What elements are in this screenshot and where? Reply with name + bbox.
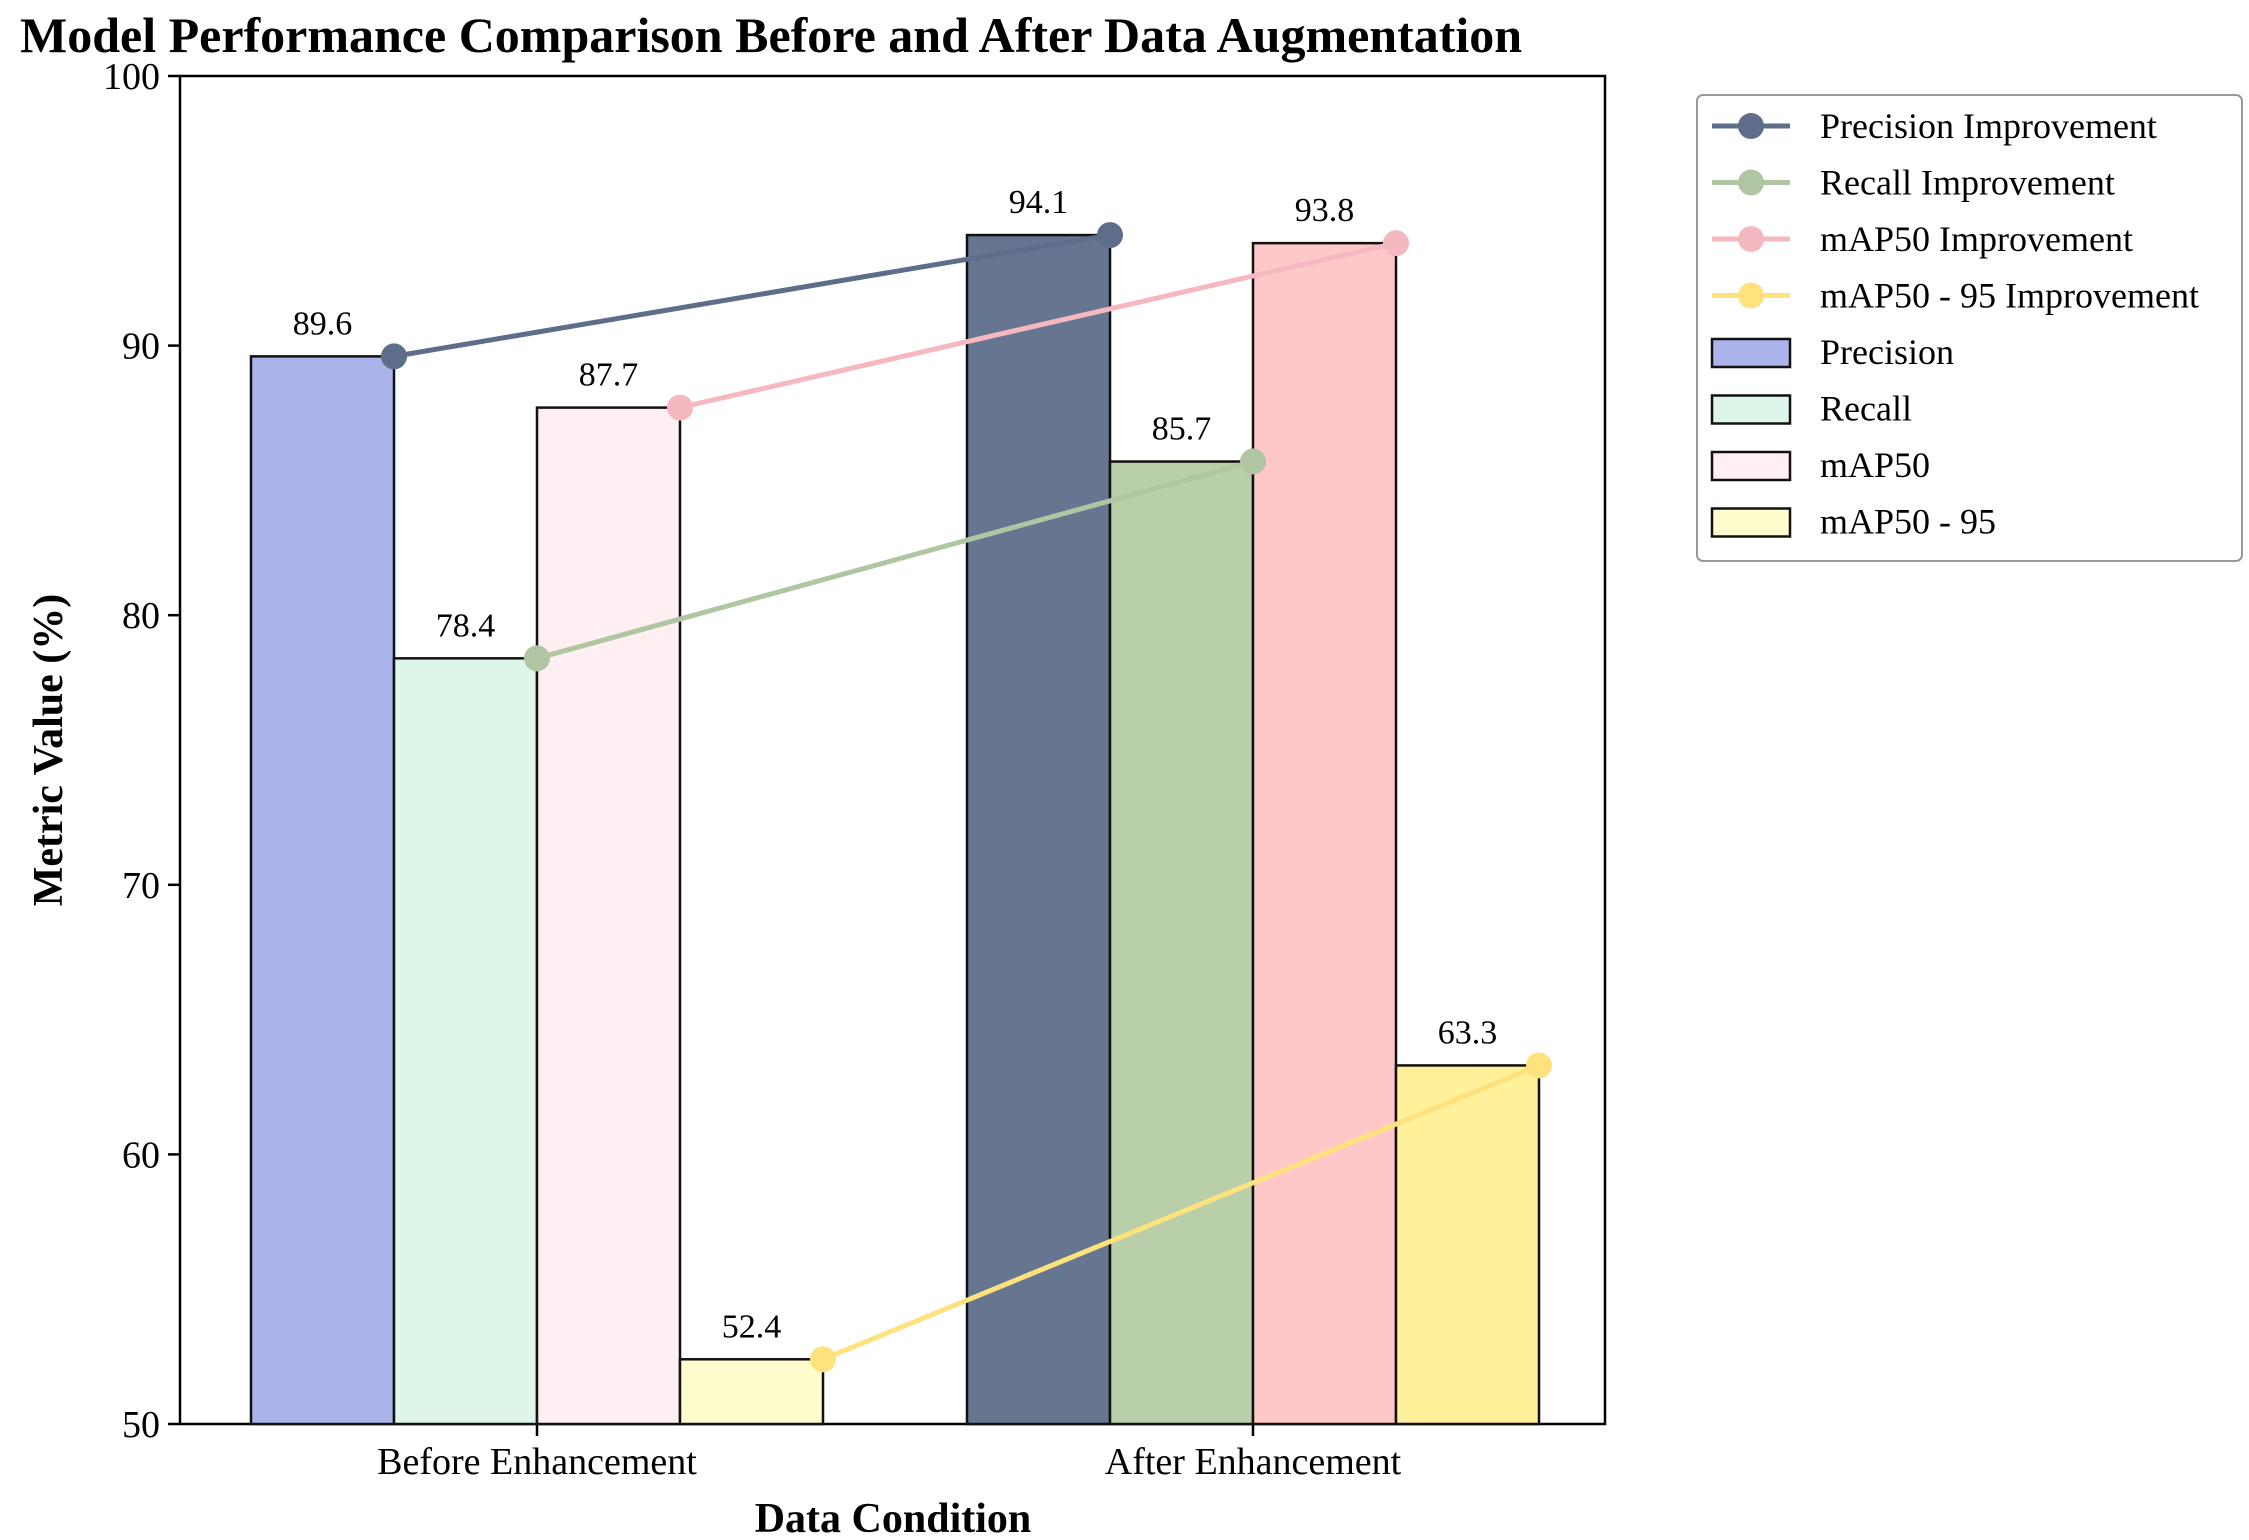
legend-label: mAP50 Improvement — [1820, 219, 2133, 259]
bar-precision-before-enhancement — [249, 355, 396, 1426]
legend-label: Recall Improvement — [1820, 163, 2115, 203]
legend-entry-precision: Precision — [1710, 332, 1954, 372]
chart-title: Model Performance Comparison Before and … — [20, 7, 1522, 63]
line-map50-improvement — [679, 240, 1397, 411]
data-label-precision-before-enhancement: 89.6 — [293, 305, 353, 342]
line-map50-95-improvement — [822, 1063, 1540, 1362]
marker-map50-95-improvement-after-enhancement — [1526, 1052, 1552, 1079]
legend-label: Recall — [1820, 389, 1912, 429]
legend-entry-map50-95-improvement: mAP50 - 95 Improvement — [1712, 276, 2199, 316]
line-precision-improvement — [393, 232, 1111, 359]
legend-marker-swatch — [1738, 169, 1764, 196]
legend-label: mAP50 - 95 — [1820, 502, 1996, 542]
plot-area-frame — [178, 74, 1607, 1426]
legend-bar-swatch — [1710, 337, 1792, 369]
y-tick-label: 50 — [122, 1404, 160, 1446]
legend-marker-swatch — [1738, 226, 1764, 252]
x-axis-label: Data Condition — [755, 1496, 1032, 1540]
legend-label: mAP50 — [1820, 445, 1930, 485]
y-tick-label: 70 — [122, 865, 160, 907]
data-label-recall-before-enhancement: 78.4 — [436, 607, 496, 644]
data-label-map50-after-enhancement: 93.8 — [1295, 192, 1355, 229]
marker-precision-improvement-after-enhancement — [1097, 222, 1123, 249]
legend-bar-swatch — [1710, 507, 1792, 538]
legend-entry-map50-95: mAP50 - 95 — [1710, 502, 1996, 542]
improvement-lines-group — [381, 222, 1552, 1373]
bar-map50-after-enhancement — [1251, 241, 1398, 1426]
data-label-map50-95-after-enhancement: 63.3 — [1438, 1014, 1498, 1051]
marker-recall-improvement-before-enhancement — [524, 645, 550, 672]
legend-entry-recall-improvement: Recall Improvement — [1712, 163, 2115, 203]
y-tick-label: 100 — [103, 56, 160, 98]
marker-map50-improvement-after-enhancement — [1383, 230, 1409, 257]
y-tick-label: 80 — [122, 595, 160, 637]
y-axis: 50 60 70 80 90 100 — [103, 56, 180, 1446]
legend-frame — [1696, 94, 2243, 562]
legend-label: Precision Improvement — [1820, 106, 2157, 146]
data-label-map50-95-before-enhancement: 52.4 — [722, 1308, 782, 1345]
legend: Precision Improvement Recall Improvement m… — [1696, 94, 2243, 562]
data-label-recall-after-enhancement: 85.7 — [1152, 411, 1212, 448]
data-label-map50-before-enhancement: 87.7 — [579, 357, 639, 394]
y-tick-label: 60 — [122, 1134, 160, 1176]
marker-map50-improvement-before-enhancement — [667, 394, 693, 421]
legend-entry-precision-improvement: Precision Improvement — [1712, 106, 2157, 146]
data-labels-group: 89.6 94.1 78.4 85.7 87.7 93.8 52.4 63.3 — [293, 184, 1498, 1345]
legend-marker-swatch — [1738, 282, 1764, 309]
x-tick-label-before-enhancement: Before Enhancement — [377, 1441, 697, 1483]
bar-map50-before-enhancement — [535, 406, 682, 1426]
legend-label: mAP50 - 95 Improvement — [1820, 276, 2199, 316]
data-label-precision-after-enhancement: 94.1 — [1009, 184, 1069, 221]
line-recall-improvement — [536, 459, 1254, 661]
legend-entry-map50-improvement: mAP50 Improvement — [1712, 219, 2133, 259]
legend-marker-swatch — [1738, 113, 1764, 139]
bar-recall-before-enhancement — [392, 657, 539, 1426]
legend-bar-swatch — [1710, 394, 1792, 425]
bar-map50-95-before-enhancement — [678, 1358, 825, 1426]
marker-recall-improvement-after-enhancement — [1240, 448, 1266, 475]
legend-entry-recall: Recall — [1710, 389, 1912, 429]
legend-label: Precision — [1820, 332, 1954, 372]
marker-precision-improvement-before-enhancement — [381, 343, 407, 370]
bar-map50-95-after-enhancement — [1394, 1064, 1541, 1426]
x-axis: Before Enhancement After Enhancement — [377, 1424, 1402, 1483]
bar-recall-after-enhancement — [1108, 460, 1255, 1426]
legend-entry-map50: mAP50 — [1710, 445, 1930, 485]
y-axis-label: Metric Value (%) — [26, 594, 72, 907]
y-tick-label: 90 — [122, 326, 160, 368]
bar-precision-after-enhancement — [965, 233, 1112, 1426]
legend-bar-swatch — [1710, 450, 1792, 482]
bars-group — [249, 233, 1541, 1426]
x-tick-label-after-enhancement: After Enhancement — [1105, 1441, 1402, 1483]
marker-map50-95-improvement-before-enhancement — [810, 1346, 836, 1373]
